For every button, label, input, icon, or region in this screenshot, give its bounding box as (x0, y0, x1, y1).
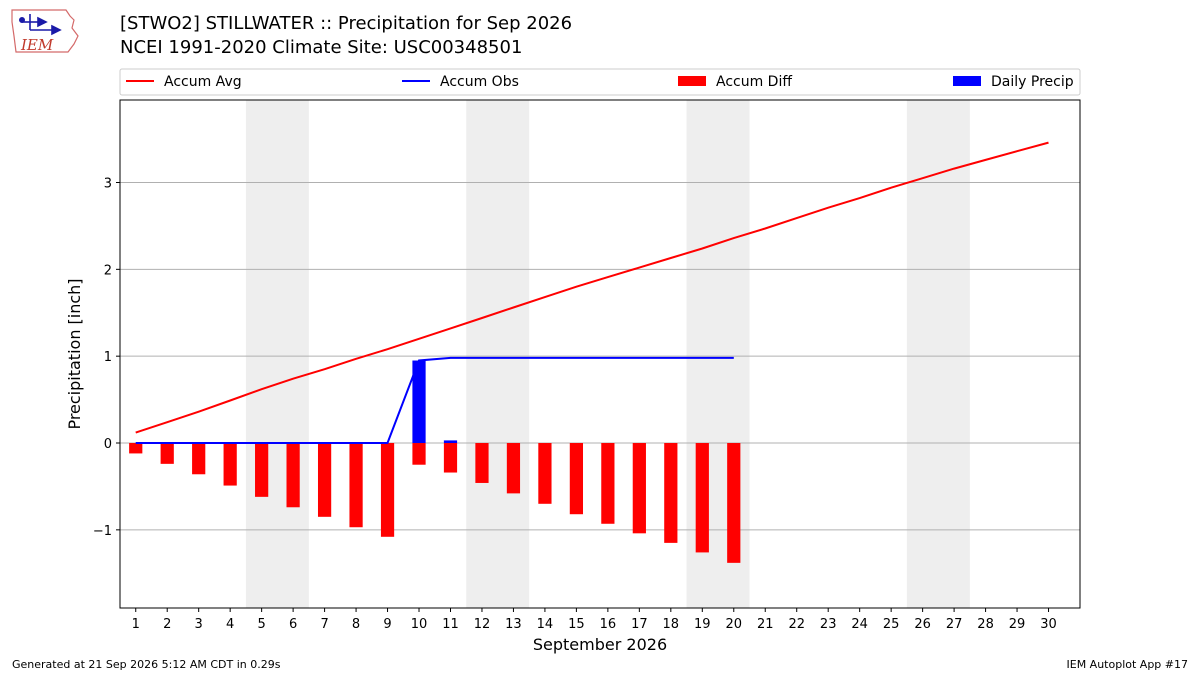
x-tick-label: 29 (1009, 617, 1026, 632)
accum-diff-bar (160, 443, 174, 464)
iowa-outline-shape (11, 9, 79, 53)
x-tick-label: 21 (757, 617, 774, 632)
legend-swatch-bar (678, 76, 706, 86)
accum-diff-bar (380, 443, 395, 537)
x-tick-label: 5 (257, 617, 265, 632)
accum-diff-bar (632, 443, 646, 534)
logo-text: IEM (20, 36, 54, 54)
accum-diff-bar (412, 443, 426, 465)
accum-diff-bar (286, 443, 300, 508)
x-tick-label: 4 (226, 617, 234, 632)
legend-swatch-bar (953, 76, 981, 86)
x-tick-label: 24 (851, 617, 868, 632)
x-tick-label: 11 (442, 617, 459, 632)
x-axis-label: September 2026 (533, 635, 667, 654)
daily-precip-bar (412, 360, 426, 444)
accum-diff-bar (664, 443, 678, 543)
x-tick-label: 30 (1040, 617, 1057, 632)
x-tick-label: 19 (694, 617, 711, 632)
x-tick-label: 10 (411, 617, 428, 632)
x-tick-label: 1 (132, 617, 140, 632)
y-tick-label: −1 (93, 524, 112, 539)
weekend-shading (245, 100, 970, 608)
accum-diff-bar (349, 443, 363, 528)
x-tick-label: 2 (163, 617, 171, 632)
series-lines (135, 141, 1049, 444)
accum-diff-bar (317, 443, 332, 517)
accum-avg-line (135, 141, 1049, 434)
daily-precip-bars (412, 360, 458, 444)
x-tick-label: 18 (663, 617, 680, 632)
x-tick-label: 16 (600, 617, 617, 632)
weekend-shade (466, 100, 530, 608)
x-tick-label: 13 (505, 617, 522, 632)
x-tick-label: 9 (383, 617, 391, 632)
x-tick-label: 22 (788, 617, 805, 632)
x-tick-label: 20 (725, 617, 742, 632)
legend-label: Daily Precip (991, 74, 1074, 90)
accum-diff-bar (727, 443, 741, 563)
accum-diff-bar (443, 443, 458, 473)
accum-obs-line (135, 356, 734, 444)
legend-label: Accum Obs (440, 74, 519, 90)
accum-diff-bar (569, 443, 584, 515)
accum-diff-bar (538, 443, 552, 504)
legend-frame (119, 68, 1081, 96)
accum-diff-bar (695, 443, 709, 553)
weekend-shade (245, 100, 309, 608)
y-axis-label: Precipitation [inch] (65, 278, 84, 429)
app-id: IEM Autoplot App #17 (1066, 658, 1189, 671)
legend: Accum Avg Accum Obs Accum Diff Daily Precip (119, 68, 1081, 96)
x-tick-label: 28 (977, 617, 994, 632)
x-tick-label: 27 (946, 617, 963, 632)
weekend-shade (906, 100, 970, 608)
accum-diff-bar (475, 443, 489, 483)
x-tick-label: 6 (289, 617, 297, 632)
daily-precip-bar (443, 440, 458, 444)
x-tick-label: 23 (820, 617, 837, 632)
y-tick-label: 3 (104, 176, 112, 191)
generated-timestamp: Generated at 21 Sep 2026 5:12 AM CDT in … (12, 658, 281, 671)
accum-diff-bar (129, 443, 143, 454)
y-tick-label: 2 (104, 263, 112, 278)
accum-diff-bar (255, 443, 269, 497)
accum-diff-bars (129, 443, 741, 563)
plot-frame (119, 99, 1081, 609)
x-tick-label: 12 (474, 617, 491, 632)
accum-diff-bar (223, 443, 237, 486)
accum-diff-bar (601, 443, 615, 524)
y-tick-label: 0 (104, 437, 112, 452)
x-tick-label: 17 (631, 617, 648, 632)
chart-subtitle: NCEI 1991-2020 Climate Site: USC00348501 (120, 37, 523, 58)
accum-diff-bar (506, 443, 521, 494)
legend-label: Accum Diff (716, 74, 792, 90)
x-tick-label: 3 (195, 617, 203, 632)
x-tick-label: 25 (883, 617, 900, 632)
weather-station-icon (19, 14, 62, 36)
x-tick-label: 7 (320, 617, 328, 632)
x-tick-label: 26 (914, 617, 931, 632)
iem-logo: IEM (11, 9, 79, 54)
chart-title: [STWO2] STILLWATER :: Precipitation for … (120, 13, 573, 34)
x-tick-label: 15 (568, 617, 585, 632)
accum-diff-bar (192, 443, 206, 475)
x-axis: 1 2 3 4 5 6 7 8 9 10 11 12 13 14 15 16 17 18 19 20 21 22 23 24 2… (132, 608, 1057, 632)
legend-label: Accum Avg (164, 74, 242, 90)
x-tick-label: 14 (537, 617, 554, 632)
x-tick-label: 8 (352, 617, 360, 632)
y-axis: −1 0 1 2 3 (93, 176, 120, 539)
y-tick-label: 1 (104, 350, 112, 365)
